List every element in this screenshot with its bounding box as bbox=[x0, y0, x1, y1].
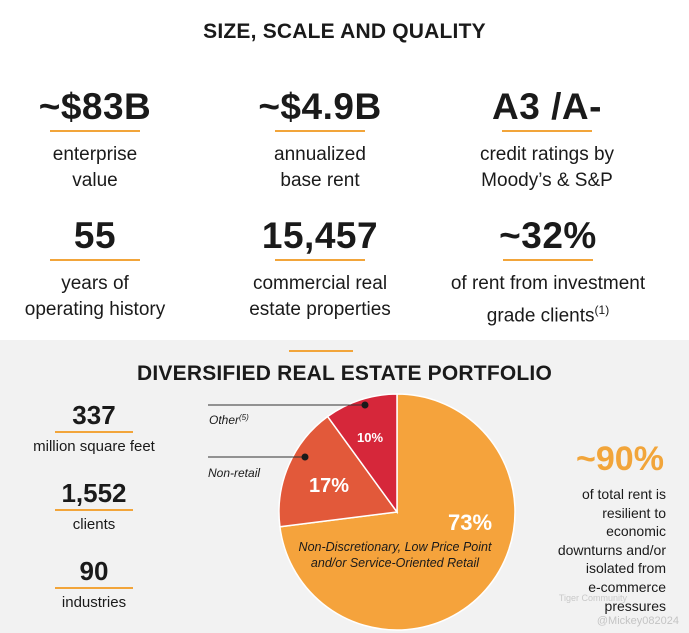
pie-slice-1 bbox=[278, 415, 399, 528]
stat-properties: 15,457 commercial real estate properties bbox=[210, 215, 430, 323]
resilient-line: isolated from bbox=[585, 560, 666, 577]
stat-value: 55 bbox=[73, 215, 117, 256]
stat-label-line: enterprise bbox=[52, 144, 138, 165]
resilient-rent-description: of total rent is resilient to economic d… bbox=[530, 485, 666, 615]
mini-stat-rule bbox=[55, 509, 133, 511]
stat-credit-ratings: A3 /A- credit ratings by Moody’s & S&P bbox=[437, 86, 657, 194]
stat-label-line: of rent from investment bbox=[450, 273, 646, 294]
pie-slice-percent-1: 17% bbox=[309, 475, 349, 497]
mini-stat-value: 337 bbox=[72, 400, 116, 430]
stat-rule bbox=[50, 130, 140, 132]
pie-slice-label-line: Non-Discretionary, Low Price Point bbox=[299, 540, 492, 554]
stat-rule bbox=[50, 259, 140, 261]
pie-slice-label-non-retail: Non-retail bbox=[208, 466, 260, 480]
pie-slice-label-other: Other(5) bbox=[209, 413, 249, 427]
stat-label-line: grade clients bbox=[486, 305, 595, 327]
resilient-line: pressures bbox=[604, 597, 666, 614]
leader-dot-non-retail bbox=[301, 453, 309, 461]
leader-dot-other bbox=[361, 401, 369, 409]
resilient-line: downturns and/or bbox=[557, 541, 666, 558]
resilient-line: of total rent is bbox=[581, 486, 666, 502]
stat-label-line: estate properties bbox=[249, 299, 391, 320]
stat-label-line: operating history bbox=[24, 299, 166, 320]
stat-label-line: Moody’s & S&P bbox=[481, 170, 613, 191]
resilient-line: e-commerce bbox=[588, 578, 666, 595]
mini-stat-industries: 90 industries bbox=[14, 556, 174, 612]
footnote-marker-other: (5) bbox=[239, 413, 249, 422]
stat-rule bbox=[503, 259, 593, 261]
stat-label-line: years of bbox=[61, 273, 129, 294]
mini-stat-value: 1,552 bbox=[61, 478, 127, 508]
mini-stat-label: million square feet bbox=[33, 438, 155, 455]
pie-slice-2 bbox=[326, 393, 398, 515]
stat-rule bbox=[275, 259, 365, 261]
mini-stat-rule bbox=[55, 431, 133, 433]
footnote-marker: (1) bbox=[594, 303, 610, 317]
stat-label-line: value bbox=[72, 170, 118, 191]
resilient-rent-percent: ~90% bbox=[576, 440, 664, 478]
size-scale-quality-section: SIZE, SCALE AND QUALITY ~$83B enterprise… bbox=[0, 20, 677, 329]
mini-stat-label: industries bbox=[61, 594, 127, 611]
portfolio-pie-chart: 73% 17% 10% Non-Discretionary, Low Price Po… bbox=[208, 393, 516, 631]
stat-value: ~32% bbox=[499, 215, 597, 256]
stat-label-line: commercial real bbox=[252, 273, 388, 294]
stat-value: 15,457 bbox=[261, 215, 379, 256]
mini-stat-label: clients bbox=[72, 516, 116, 533]
mini-stat-rule bbox=[55, 587, 133, 589]
stat-value: ~$4.9B bbox=[258, 86, 382, 127]
stat-years-operating: 55 years of operating history bbox=[0, 215, 205, 323]
stat-value: ~$83B bbox=[38, 86, 152, 127]
pie-slice-percent-0: 73% bbox=[448, 510, 492, 535]
stat-label-line: credit ratings by bbox=[479, 144, 615, 165]
watermark-community: Tiger Community bbox=[558, 593, 627, 603]
stat-investment-grade: ~32% of rent from investment grade clien… bbox=[419, 215, 677, 329]
section-title-size-scale: SIZE, SCALE AND QUALITY bbox=[203, 20, 486, 43]
stat-rule bbox=[502, 130, 592, 132]
stat-rule bbox=[275, 130, 365, 132]
section-divider bbox=[289, 350, 353, 352]
stat-enterprise-value: ~$83B enterprise value bbox=[0, 86, 205, 194]
stat-value: A3 /A- bbox=[492, 86, 602, 127]
pie-slice-percent-2: 10% bbox=[357, 430, 383, 445]
stat-label-line: base rent bbox=[280, 170, 360, 191]
stat-annualized-base-rent: ~$4.9B annualized base rent bbox=[210, 86, 430, 194]
mini-stat-value: 90 bbox=[79, 556, 109, 586]
diversified-portfolio-section: DIVERSIFIED REAL ESTATE PORTFOLIO 337 mi… bbox=[0, 340, 689, 633]
stat-label-line: annualized bbox=[274, 144, 366, 165]
watermark-handle: @Mickey082024 bbox=[596, 615, 679, 627]
pie-slice-label-line: and/or Service-Oriented Retail bbox=[311, 556, 480, 570]
mini-stat-clients: 1,552 clients bbox=[14, 478, 174, 534]
resilient-line: economic bbox=[606, 523, 666, 540]
section-title-portfolio: DIVERSIFIED REAL ESTATE PORTFOLIO bbox=[137, 362, 552, 385]
mini-stat-square-feet: 337 million square feet bbox=[14, 400, 174, 456]
resilient-line: resilient to bbox=[602, 504, 666, 521]
